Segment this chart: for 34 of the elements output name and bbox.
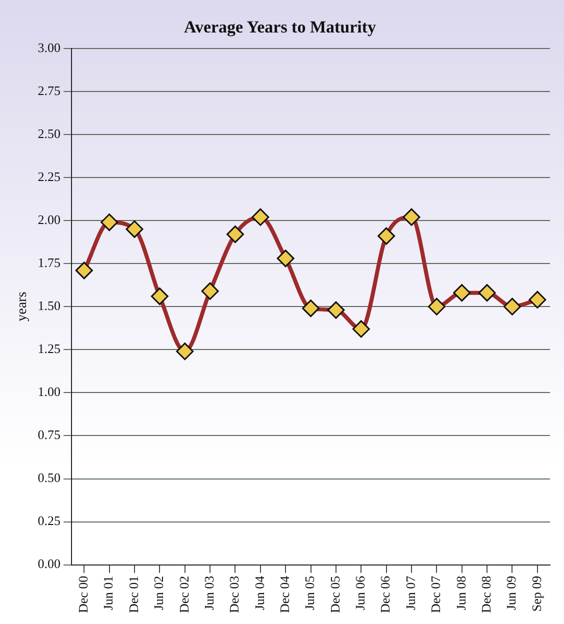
- y-tick-label: 1.75: [38, 255, 61, 270]
- y-tick-label: 1.50: [38, 298, 61, 314]
- x-tick-label: Jun 05: [302, 576, 318, 610]
- y-axis-title: years: [15, 292, 30, 322]
- y-tick-label: 1.00: [38, 384, 61, 400]
- y-tick-label: 0.75: [38, 427, 61, 442]
- x-tick-label: Jun 04: [252, 575, 267, 610]
- x-tick-label: Jun 06: [352, 575, 368, 610]
- x-tick-label: Dec 06: [378, 575, 393, 614]
- x-tick-label: Jun 03: [201, 576, 216, 610]
- x-tick-label: Dec 04: [277, 575, 292, 614]
- y-tick-label: 2.25: [38, 168, 61, 184]
- y-tick-label: 2.75: [38, 82, 61, 98]
- chart-title: Average Years to Maturity: [184, 18, 377, 37]
- y-tick-label: 0.25: [38, 513, 61, 528]
- x-tick-label: Dec 07: [428, 575, 444, 614]
- y-tick-label: 1.25: [38, 341, 61, 356]
- y-tick-label: 3.00: [38, 40, 61, 55]
- x-tick-label: Dec 05: [327, 576, 342, 614]
- y-tick-label: 0.00: [38, 556, 61, 572]
- x-tick-label: Dec 02: [176, 576, 192, 614]
- x-tick-label: Dec 01: [126, 576, 141, 614]
- y-tick-label: 2.00: [38, 212, 61, 227]
- x-tick-label: Jun 08: [453, 576, 468, 610]
- y-tick-label: 2.50: [38, 126, 61, 141]
- x-tick-label: Jun 01: [100, 576, 116, 610]
- y-tick-label: 0.50: [38, 470, 61, 486]
- x-tick-label: Dec 03: [226, 576, 242, 614]
- x-tick-label: Dec 00: [76, 576, 91, 614]
- x-tick-label: Jun 09: [504, 576, 519, 610]
- x-tick-label: Sep 09: [528, 576, 544, 612]
- x-tick-label: Jun 02: [151, 576, 166, 610]
- x-tick-label: Dec 08: [478, 576, 494, 614]
- x-tick-label: Jun 07: [402, 575, 418, 610]
